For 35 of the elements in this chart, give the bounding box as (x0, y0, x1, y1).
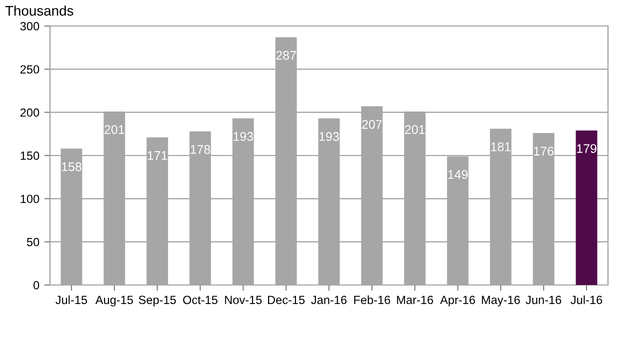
y-tick-label: 300 (20, 22, 40, 30)
y-tick-label: 150 (20, 152, 40, 160)
data-label: 193 (320, 132, 339, 141)
y-tick-label: 0 (33, 281, 40, 290)
x-tick-label: Apr-16 (440, 296, 475, 306)
x-tick-label: Jun-16 (526, 296, 562, 304)
data-label: 201 (104, 125, 124, 134)
data-label: 171 (148, 151, 168, 160)
x-tick-label: Dec-15 (268, 296, 305, 304)
x-tick-label: Jan-16 (311, 296, 347, 304)
x-tick-label: Jul-15 (56, 295, 88, 304)
data-label: 193 (234, 132, 254, 141)
x-tick-label: Sep-15 (138, 296, 176, 306)
y-axis-title: Thousands (5, 6, 74, 16)
data-label: 158 (62, 162, 82, 172)
data-label: 181 (491, 142, 511, 152)
y-tick-label: 200 (20, 108, 40, 117)
data-label: 201 (405, 125, 425, 134)
x-tick-label: Nov-15 (225, 296, 262, 304)
data-label: 149 (448, 170, 468, 179)
y-tick-label: 250 (20, 65, 40, 74)
x-tick-label: Oct-15 (183, 296, 218, 304)
x-tick-label: May-16 (482, 296, 520, 306)
data-label: 176 (534, 146, 554, 156)
data-label: 207 (362, 120, 382, 129)
data-label: 179 (577, 144, 596, 153)
x-tick-label: Aug-15 (95, 296, 133, 306)
x-tick-label: Mar-16 (397, 296, 434, 304)
x-tick-label: Feb-16 (354, 295, 390, 304)
data-label: 287 (276, 50, 296, 60)
y-tick-label: 100 (20, 194, 40, 204)
data-label: 178 (190, 145, 210, 154)
x-tick-label: Jul-16 (570, 295, 602, 304)
bar (576, 130, 598, 285)
y-tick-label: 50 (26, 238, 40, 246)
